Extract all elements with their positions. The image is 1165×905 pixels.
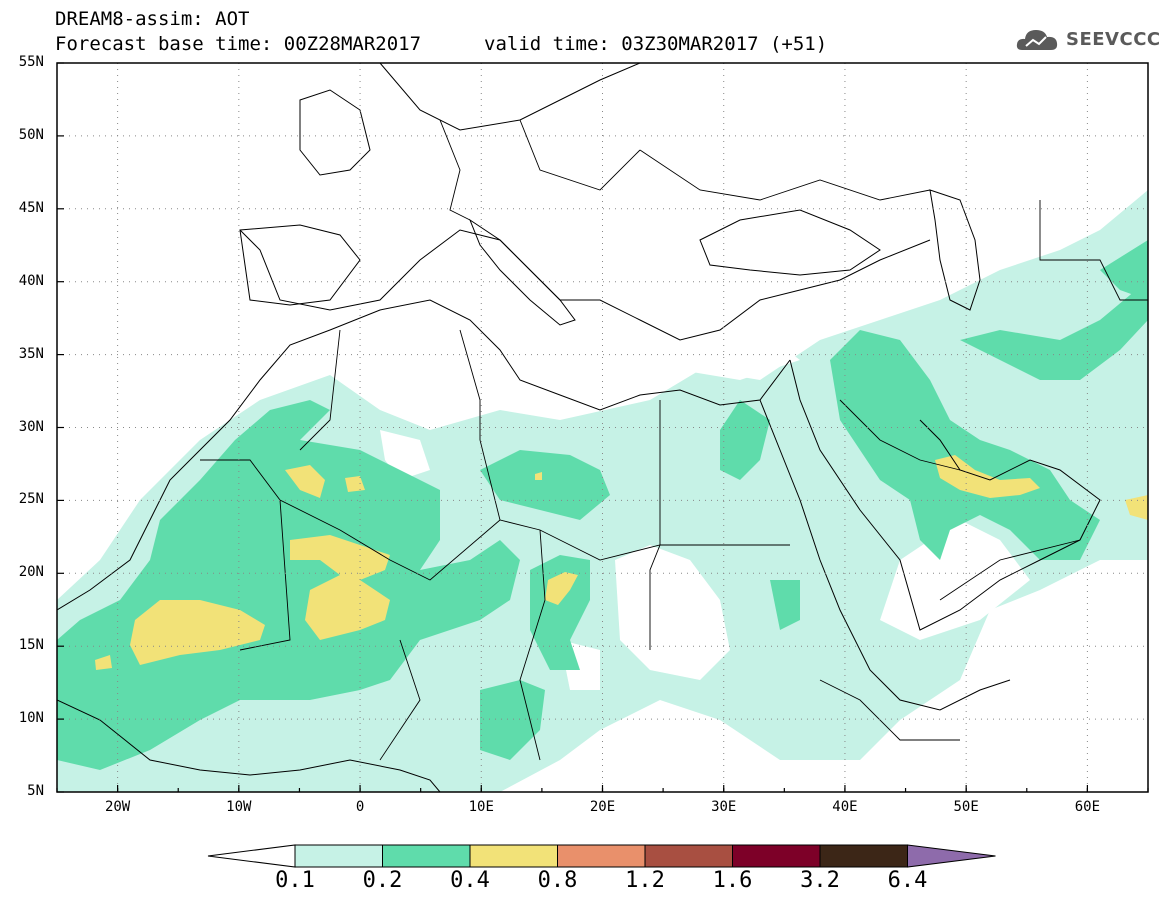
colorbar-label: 0.2 — [362, 868, 403, 893]
lat-label: 55N — [18, 54, 44, 70]
lon-label: 60E — [1074, 799, 1101, 815]
lon-label: 0 — [355, 799, 365, 815]
aot-max-west-sahara — [130, 600, 265, 665]
aot-max-senegal — [95, 655, 112, 670]
aot-max-chad — [545, 572, 578, 605]
border — [649, 400, 661, 650]
border — [200, 459, 790, 581]
lat-label: 45N — [18, 199, 44, 216]
colorbar-label: 0.8 — [537, 868, 578, 893]
border — [839, 399, 961, 471]
colorbar-segment — [294, 844, 383, 868]
aot-hole — [660, 300, 800, 380]
border — [519, 529, 546, 761]
lon-label: 50E — [953, 799, 979, 815]
colorbar-segment — [557, 844, 646, 868]
colorbar-label: 0.1 — [275, 868, 315, 893]
base-time-label: Forecast base time: 00Z28MAR2017 — [55, 33, 422, 55]
chart-title: DREAM8-assim: AOT — [55, 8, 250, 30]
coastline-gulf-guinea — [57, 699, 441, 792]
colorbar-segment — [732, 844, 821, 868]
aot-band-0.2-c — [530, 555, 590, 670]
aot-band-0.2-b — [480, 450, 610, 520]
coastline-black-sea — [699, 209, 881, 276]
lat-label: 20N — [18, 564, 44, 581]
colorbar-segment — [382, 844, 471, 868]
colorbar-label: 1.6 — [712, 868, 753, 893]
aot-hole — [880, 520, 1030, 640]
lat-label: 25N — [18, 491, 44, 508]
border — [379, 639, 421, 761]
colorbar — [207, 844, 996, 868]
aot-max-libya — [535, 472, 542, 480]
border — [439, 119, 471, 221]
aot-max-arabian-sea — [1125, 495, 1148, 520]
lat-label: 5N — [27, 783, 44, 799]
lat-label: 30N — [18, 418, 44, 435]
border — [299, 329, 341, 451]
border — [819, 679, 960, 741]
logo-text: SEEVCCC — [1066, 29, 1161, 50]
lat-label: 15N — [18, 637, 44, 654]
colorbar-label: 3.2 — [800, 868, 840, 893]
colorbar-segment — [469, 844, 558, 868]
coastline-arabia — [789, 359, 1101, 631]
aot-band-0.2-e — [720, 400, 770, 480]
lon-label: 10W — [226, 799, 252, 815]
cloud-icon — [1016, 30, 1058, 50]
aot-band-0.2-f — [770, 580, 800, 630]
lon-label: 20E — [589, 799, 616, 815]
border — [639, 149, 931, 201]
lon-label: 30E — [711, 799, 737, 815]
colorbar-label: 1.2 — [625, 868, 665, 893]
aot-band-0.2-i — [1100, 240, 1148, 300]
lon-label: 10E — [468, 799, 494, 815]
colorbar-min-arrow — [207, 844, 296, 868]
aot-max-persian-gulf — [935, 455, 1040, 498]
colorbar-segment — [819, 844, 908, 868]
aot-band-0.2-a — [57, 400, 520, 770]
colorbar-max-arrow — [907, 844, 996, 868]
aot-max-north-mali — [285, 465, 325, 498]
border — [239, 499, 291, 651]
lat-label: 35N — [18, 345, 44, 362]
coastline-iberia — [239, 224, 361, 306]
lat-label: 40N — [18, 272, 44, 289]
lat-label: 10N — [18, 710, 44, 727]
border — [1039, 200, 1148, 301]
lat-label: 50N — [18, 126, 44, 143]
aot-max-algeria — [345, 476, 365, 492]
aot-band-0.2-g — [830, 330, 1100, 560]
aot-band-0.2-d — [480, 680, 545, 760]
colorbar-label: 6.4 — [887, 868, 928, 893]
colorbar-label: 0.4 — [450, 868, 490, 893]
axis-ticks — [56, 62, 1149, 793]
border — [939, 539, 1081, 601]
border — [519, 119, 641, 191]
lon-label: 40E — [832, 799, 858, 815]
valid-time-label: valid time: 03Z30MAR2017 (+51) — [484, 33, 828, 55]
border — [459, 329, 501, 521]
coastline-italy — [468, 218, 576, 326]
aot-max-mali — [290, 535, 390, 640]
lon-label: 20W — [104, 799, 131, 815]
aot-hole — [615, 545, 730, 680]
borders — [200, 119, 1148, 761]
coastline-caspian — [929, 189, 981, 311]
seevccc-logo: SEEVCCC — [1016, 24, 1160, 54]
coastline-red-sea — [759, 399, 1011, 711]
colorbar-segment — [644, 844, 733, 868]
